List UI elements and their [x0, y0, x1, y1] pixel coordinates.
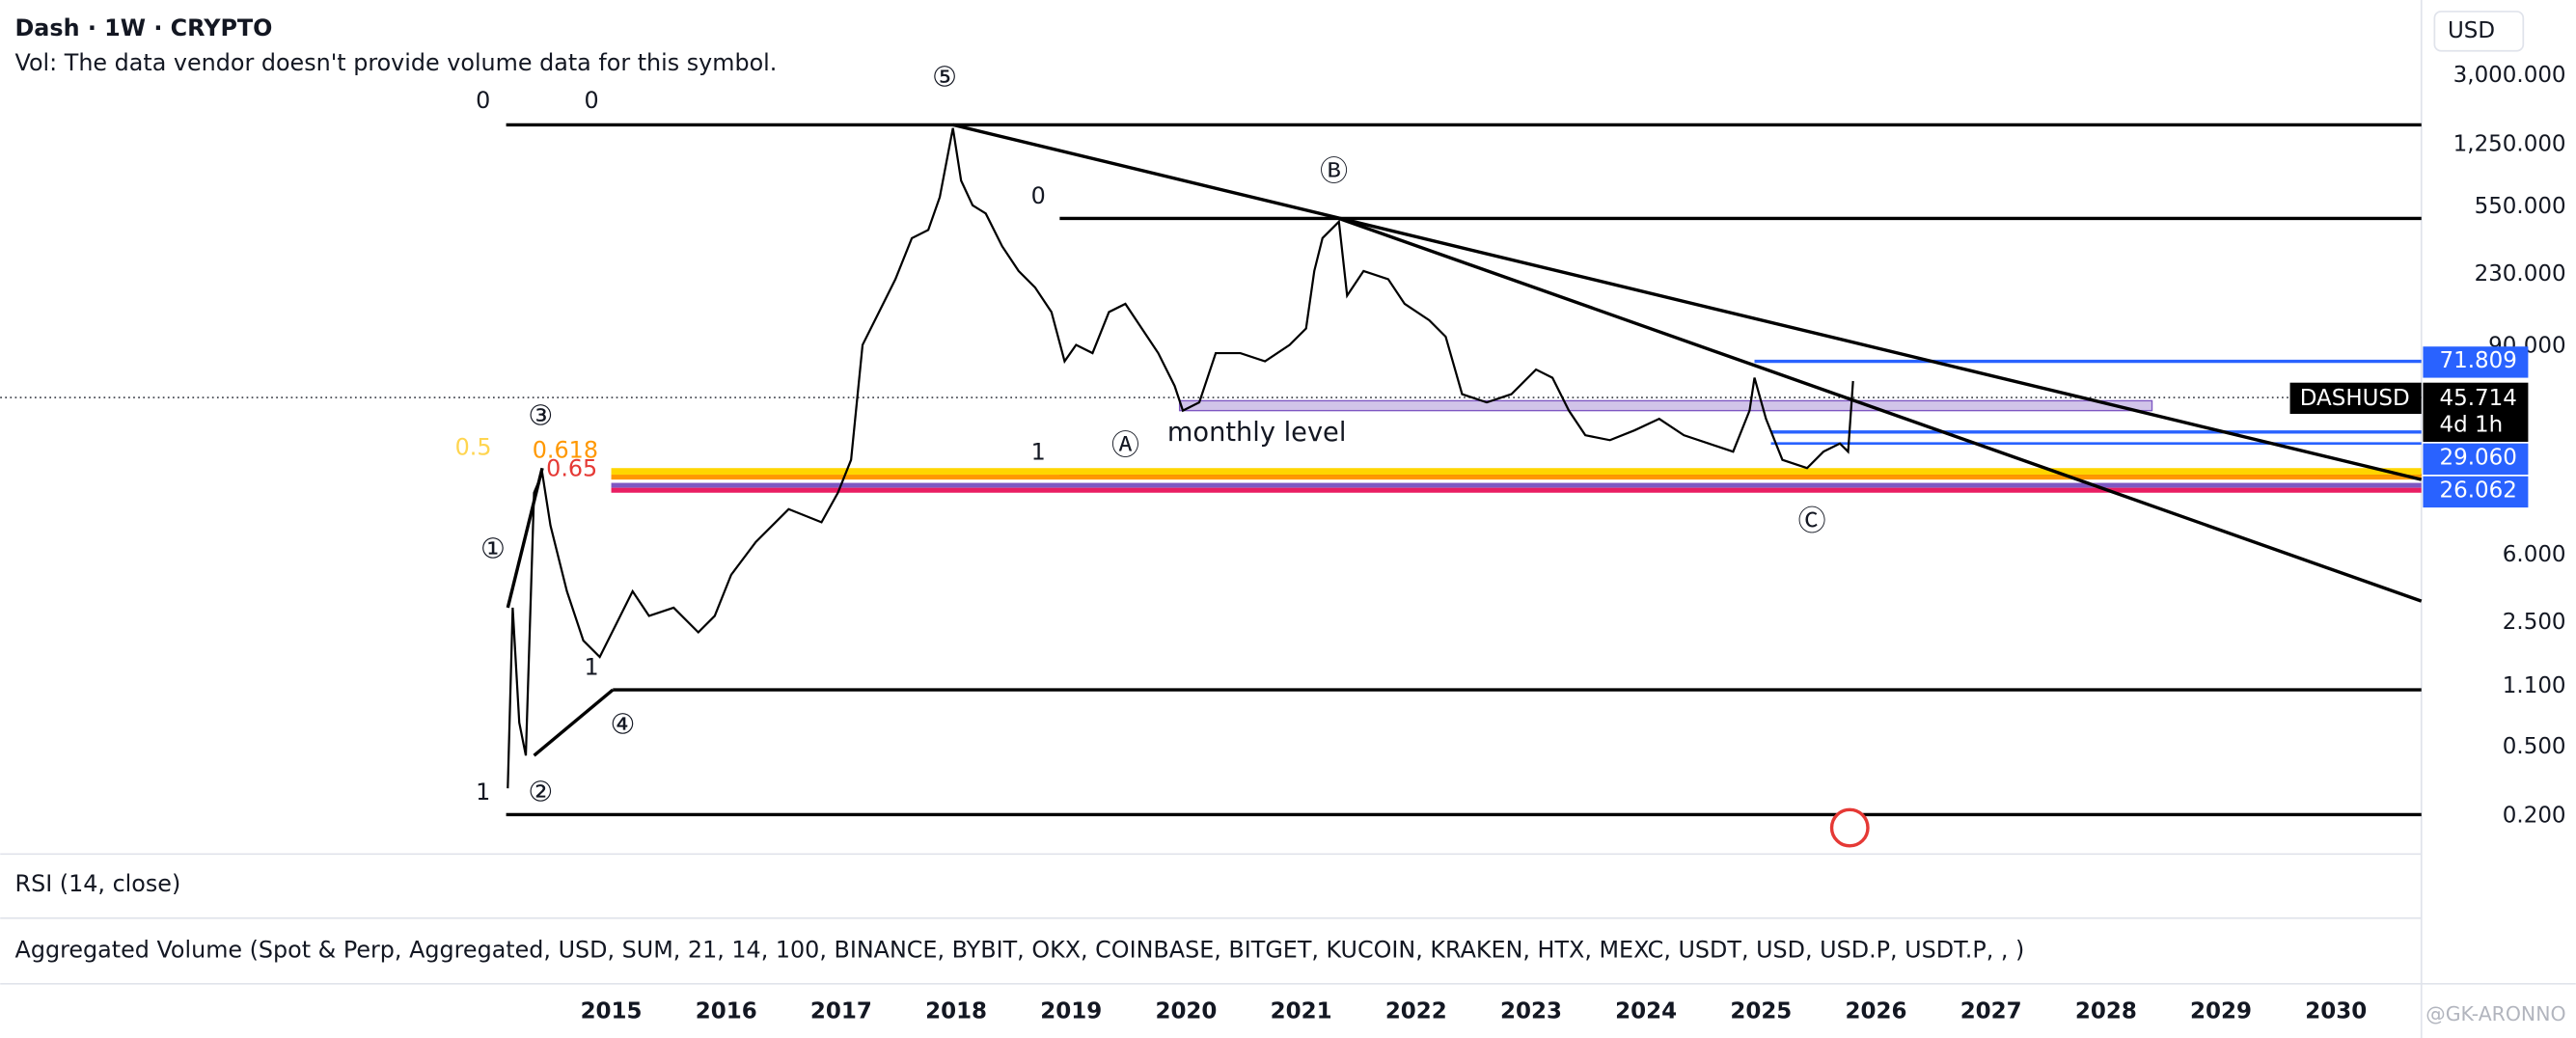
price-tags: 71.809 DASHUSD 45.714 4d 1h 29.060 26.06… — [2289, 346, 2529, 508]
annotations: ⑤ ③ ① ② ④ Ⓑ Ⓐ Ⓒ 0 0 0 1 0.5 0.618 0.65 1… — [455, 61, 1826, 808]
volume-note: Vol: The data vendor doesn't provide vol… — [15, 49, 778, 76]
time-axis-label: 2030 — [2305, 998, 2367, 1024]
price-tag — [2423, 382, 2529, 442]
wave-label: ④ — [610, 708, 635, 741]
price-axis-label: 6.000 — [2503, 542, 2566, 567]
price-tag — [2423, 346, 2529, 378]
wave-label: Ⓒ — [1798, 504, 1826, 536]
price-axis-label: 0.500 — [2503, 734, 2566, 759]
event-icon[interactable] — [1829, 807, 1870, 848]
wave-line — [533, 688, 615, 757]
trend-line — [1338, 216, 2423, 603]
fib-label: 0 — [476, 87, 490, 114]
price-axis-label: 230.000 — [2475, 261, 2566, 287]
price-axis-label: 550.000 — [2475, 194, 2566, 219]
fib-label: 1 — [585, 653, 599, 680]
price-axis-label: 3,000.000 — [2453, 63, 2566, 88]
time-axis-label: 2028 — [2075, 998, 2137, 1024]
time-axis-label: 2021 — [1271, 998, 1332, 1024]
fib-zone — [611, 487, 2422, 493]
fib-zone — [611, 482, 2422, 488]
wave-label: Ⓑ — [1320, 154, 1348, 187]
fib-label: 0 — [1031, 182, 1046, 209]
time-axis-label: 2026 — [1846, 998, 1907, 1024]
time-axis-label: 2020 — [1155, 998, 1217, 1024]
wave-label: ③ — [528, 398, 553, 431]
time-axis-label: 2019 — [1040, 998, 1102, 1024]
price-tag — [2423, 443, 2529, 476]
price-tag-label: 45.714 — [2439, 386, 2516, 411]
price-tag-label: 71.809 — [2439, 348, 2516, 373]
price-tag-label: 26.062 — [2439, 478, 2516, 504]
time-axis-label: 2025 — [1730, 998, 1792, 1024]
fib-label: 0.65 — [546, 454, 597, 481]
time-axis-label: 2022 — [1385, 998, 1447, 1024]
time-axis: 2015 2016 2017 2018 2019 2020 2021 2022 2023 2024… — [581, 998, 2368, 1024]
time-axis-label: 2015 — [581, 998, 643, 1024]
wave-label: ② — [528, 775, 553, 807]
currency-label: USD — [2448, 18, 2495, 43]
symbol-title: Dash · 1W · CRYPTO — [15, 14, 273, 41]
fib-label: 1 — [476, 778, 490, 806]
symbol-tag-label: DASHUSD — [2300, 386, 2410, 411]
time-axis-label: 2029 — [2190, 998, 2252, 1024]
price-tag — [2423, 476, 2529, 508]
price-axis-label: 2.500 — [2503, 610, 2566, 635]
price-axis-label: 1,250.000 — [2453, 131, 2566, 156]
price-line — [507, 127, 1854, 789]
pane-title: Aggregated Volume (Spot & Perp, Aggregat… — [15, 936, 2025, 963]
time-axis-label: 2024 — [1615, 998, 1677, 1024]
countdown-label: 4d 1h — [2439, 412, 2503, 437]
fib-zone — [611, 468, 2422, 476]
monthly-zone — [1178, 399, 2153, 412]
time-axis-label: 2018 — [925, 998, 987, 1024]
wave-label: ⑤ — [932, 61, 957, 94]
watermark: @GK-ARONNO — [2425, 1002, 2565, 1025]
time-axis-label: 2016 — [696, 998, 757, 1024]
trend-line — [952, 123, 2423, 481]
symbol-tag — [2289, 382, 2422, 415]
time-axis-label: 2017 — [810, 998, 872, 1024]
fib-zone — [611, 475, 2422, 480]
drawings — [0, 123, 2423, 848]
wave-label: Ⓐ — [1111, 428, 1139, 461]
fib-label: 0.618 — [533, 437, 598, 464]
pane-title: RSI (14, close) — [15, 870, 181, 897]
text-note: monthly level — [1167, 418, 1347, 448]
wave-line — [506, 467, 544, 609]
wave-label: ① — [480, 532, 506, 564]
price-axis-label: 0.200 — [2503, 804, 2566, 829]
fib-label: 0.5 — [455, 433, 492, 460]
price-tag-label: 29.060 — [2439, 446, 2516, 471]
price-axis-label: 1.100 — [2503, 673, 2566, 698]
fib-label: 1 — [1031, 438, 1046, 465]
time-axis-label: 2027 — [1960, 998, 2022, 1024]
currency-button[interactable] — [2433, 11, 2525, 52]
time-axis-label: 2023 — [1500, 998, 1562, 1024]
fib-label: 0 — [585, 87, 599, 114]
